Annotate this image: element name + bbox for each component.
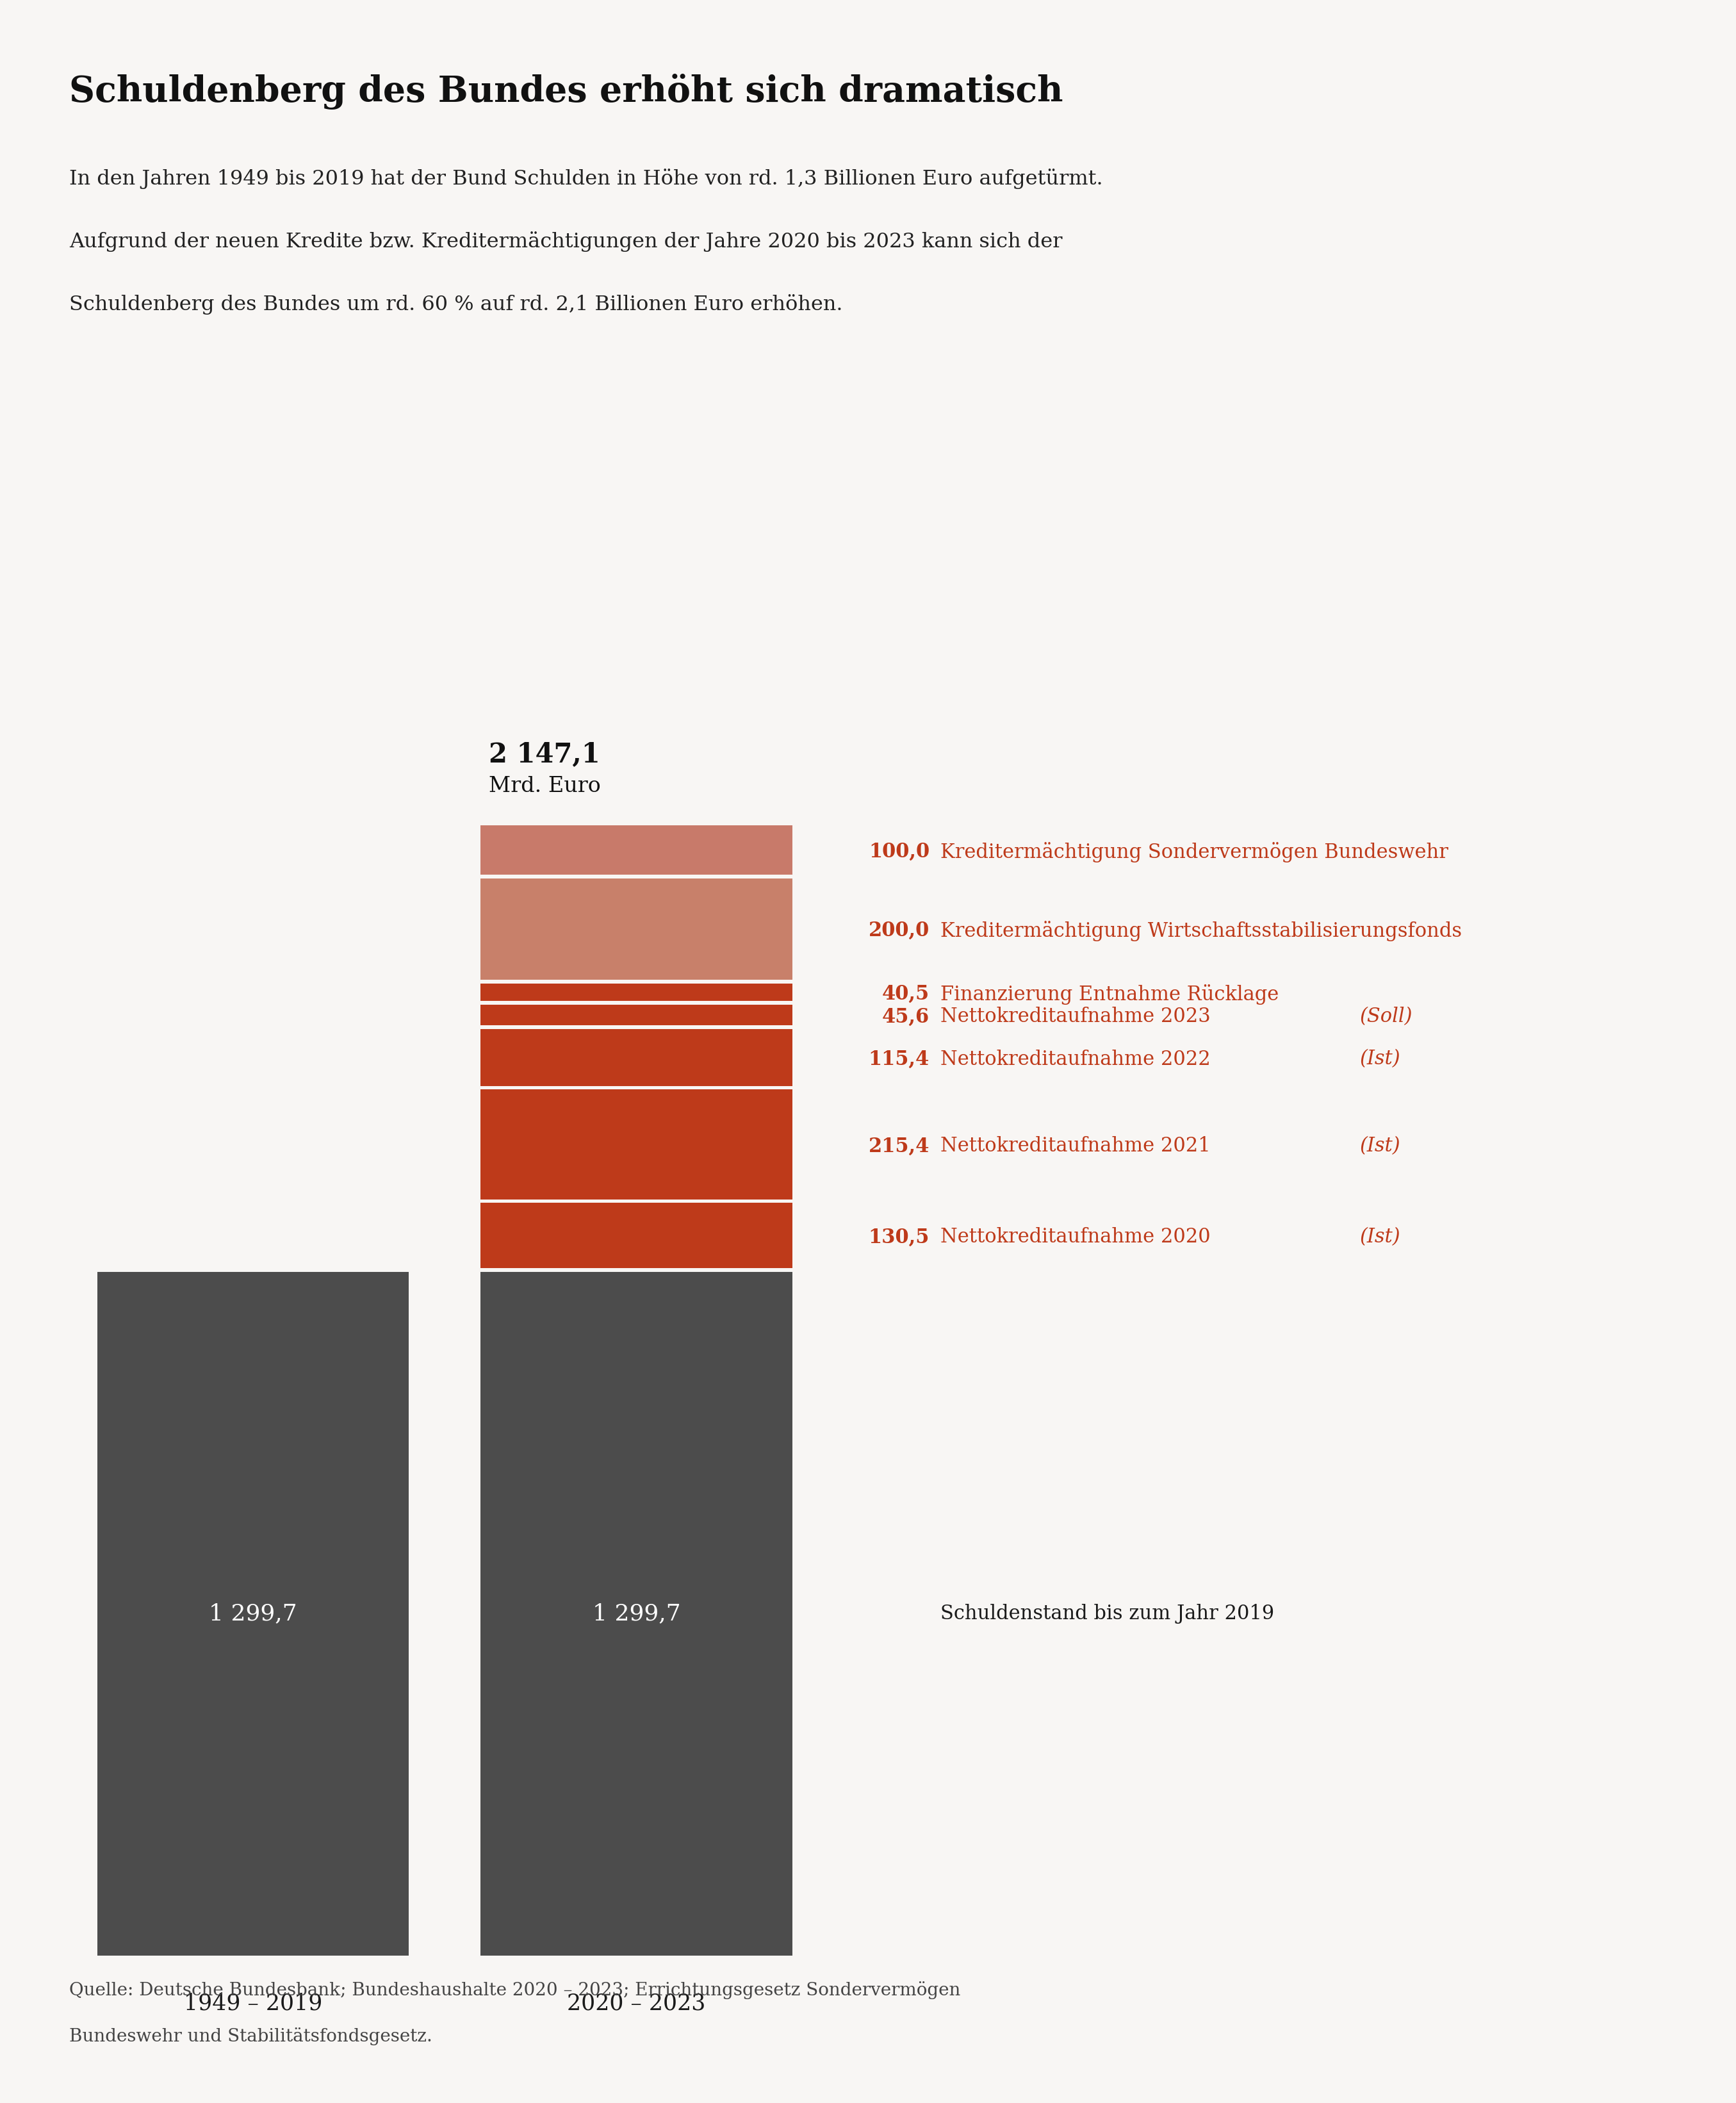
Bar <box>97 1272 410 1956</box>
Text: Nettokreditaufnahme 2020: Nettokreditaufnahme 2020 <box>941 1228 1217 1247</box>
Text: Schuldenstand bis zum Jahr 2019: Schuldenstand bis zum Jahr 2019 <box>941 1605 1274 1624</box>
Text: 1 299,7: 1 299,7 <box>592 1602 681 1626</box>
Text: (Ist): (Ist) <box>1359 1049 1401 1068</box>
Text: Nettokreditaufnahme 2022: Nettokreditaufnahme 2022 <box>941 1049 1217 1068</box>
Text: 100,0: 100,0 <box>868 841 929 862</box>
Text: (Soll): (Soll) <box>1359 1007 1413 1026</box>
Text: 2 147,1: 2 147,1 <box>490 740 601 768</box>
Text: 130,5: 130,5 <box>868 1228 929 1247</box>
Text: 215,4: 215,4 <box>868 1136 929 1157</box>
Text: Kreditermächtigung Sondervermögen Bundeswehr: Kreditermächtigung Sondervermögen Bundes… <box>941 841 1448 862</box>
Text: (Ist): (Ist) <box>1359 1136 1401 1157</box>
Text: 115,4: 115,4 <box>868 1049 929 1068</box>
Text: Finanzierung Entnahme Rücklage: Finanzierung Entnahme Rücklage <box>941 984 1279 1005</box>
Text: 1949 – 2019: 1949 – 2019 <box>184 1994 323 2015</box>
Bar <box>481 1005 792 1024</box>
Text: 45,6: 45,6 <box>882 1007 929 1026</box>
Text: Bundeswehr und Stabilitätsfondsgesetz.: Bundeswehr und Stabilitätsfondsgesetz. <box>69 2027 432 2046</box>
Text: Nettokreditaufnahme 2021: Nettokreditaufnahme 2021 <box>941 1136 1217 1157</box>
Text: In den Jahren 1949 bis 2019 hat der Bund Schulden in Höhe von rd. 1,3 Billionen : In den Jahren 1949 bis 2019 hat der Bund… <box>69 168 1102 189</box>
Bar <box>481 1203 792 1268</box>
Text: Schuldenberg des Bundes erhöht sich dramatisch: Schuldenberg des Bundes erhöht sich dram… <box>69 74 1064 109</box>
Text: 2020 – 2023: 2020 – 2023 <box>568 1994 707 2015</box>
Text: Schuldenberg des Bundes um rd. 60 % auf rd. 2,1 Billionen Euro erhöhen.: Schuldenberg des Bundes um rd. 60 % auf … <box>69 294 844 315</box>
Text: 1 299,7: 1 299,7 <box>208 1602 297 1626</box>
Text: Quelle: Deutsche Bundesbank; Bundeshaushalte 2020 – 2023; Errichtungsgesetz Sond: Quelle: Deutsche Bundesbank; Bundeshaush… <box>69 1981 960 2000</box>
Text: Mrd. Euro: Mrd. Euro <box>490 776 601 797</box>
Text: Nettokreditaufnahme 2023: Nettokreditaufnahme 2023 <box>941 1007 1217 1026</box>
Text: (Ist): (Ist) <box>1359 1228 1401 1247</box>
Text: 40,5: 40,5 <box>882 984 929 1003</box>
Text: Kreditermächtigung Wirtschaftsstabilisierungsfonds: Kreditermächtigung Wirtschaftsstabilisie… <box>941 921 1462 942</box>
Bar <box>481 1028 792 1085</box>
Text: Aufgrund der neuen Kredite bzw. Kreditermächtigungen der Jahre 2020 bis 2023 kan: Aufgrund der neuen Kredite bzw. Krediter… <box>69 231 1062 252</box>
Bar <box>481 879 792 980</box>
Bar <box>481 984 792 1001</box>
Text: 200,0: 200,0 <box>868 921 929 940</box>
Bar <box>481 1272 792 1956</box>
Bar <box>481 1089 792 1199</box>
Bar <box>481 826 792 875</box>
